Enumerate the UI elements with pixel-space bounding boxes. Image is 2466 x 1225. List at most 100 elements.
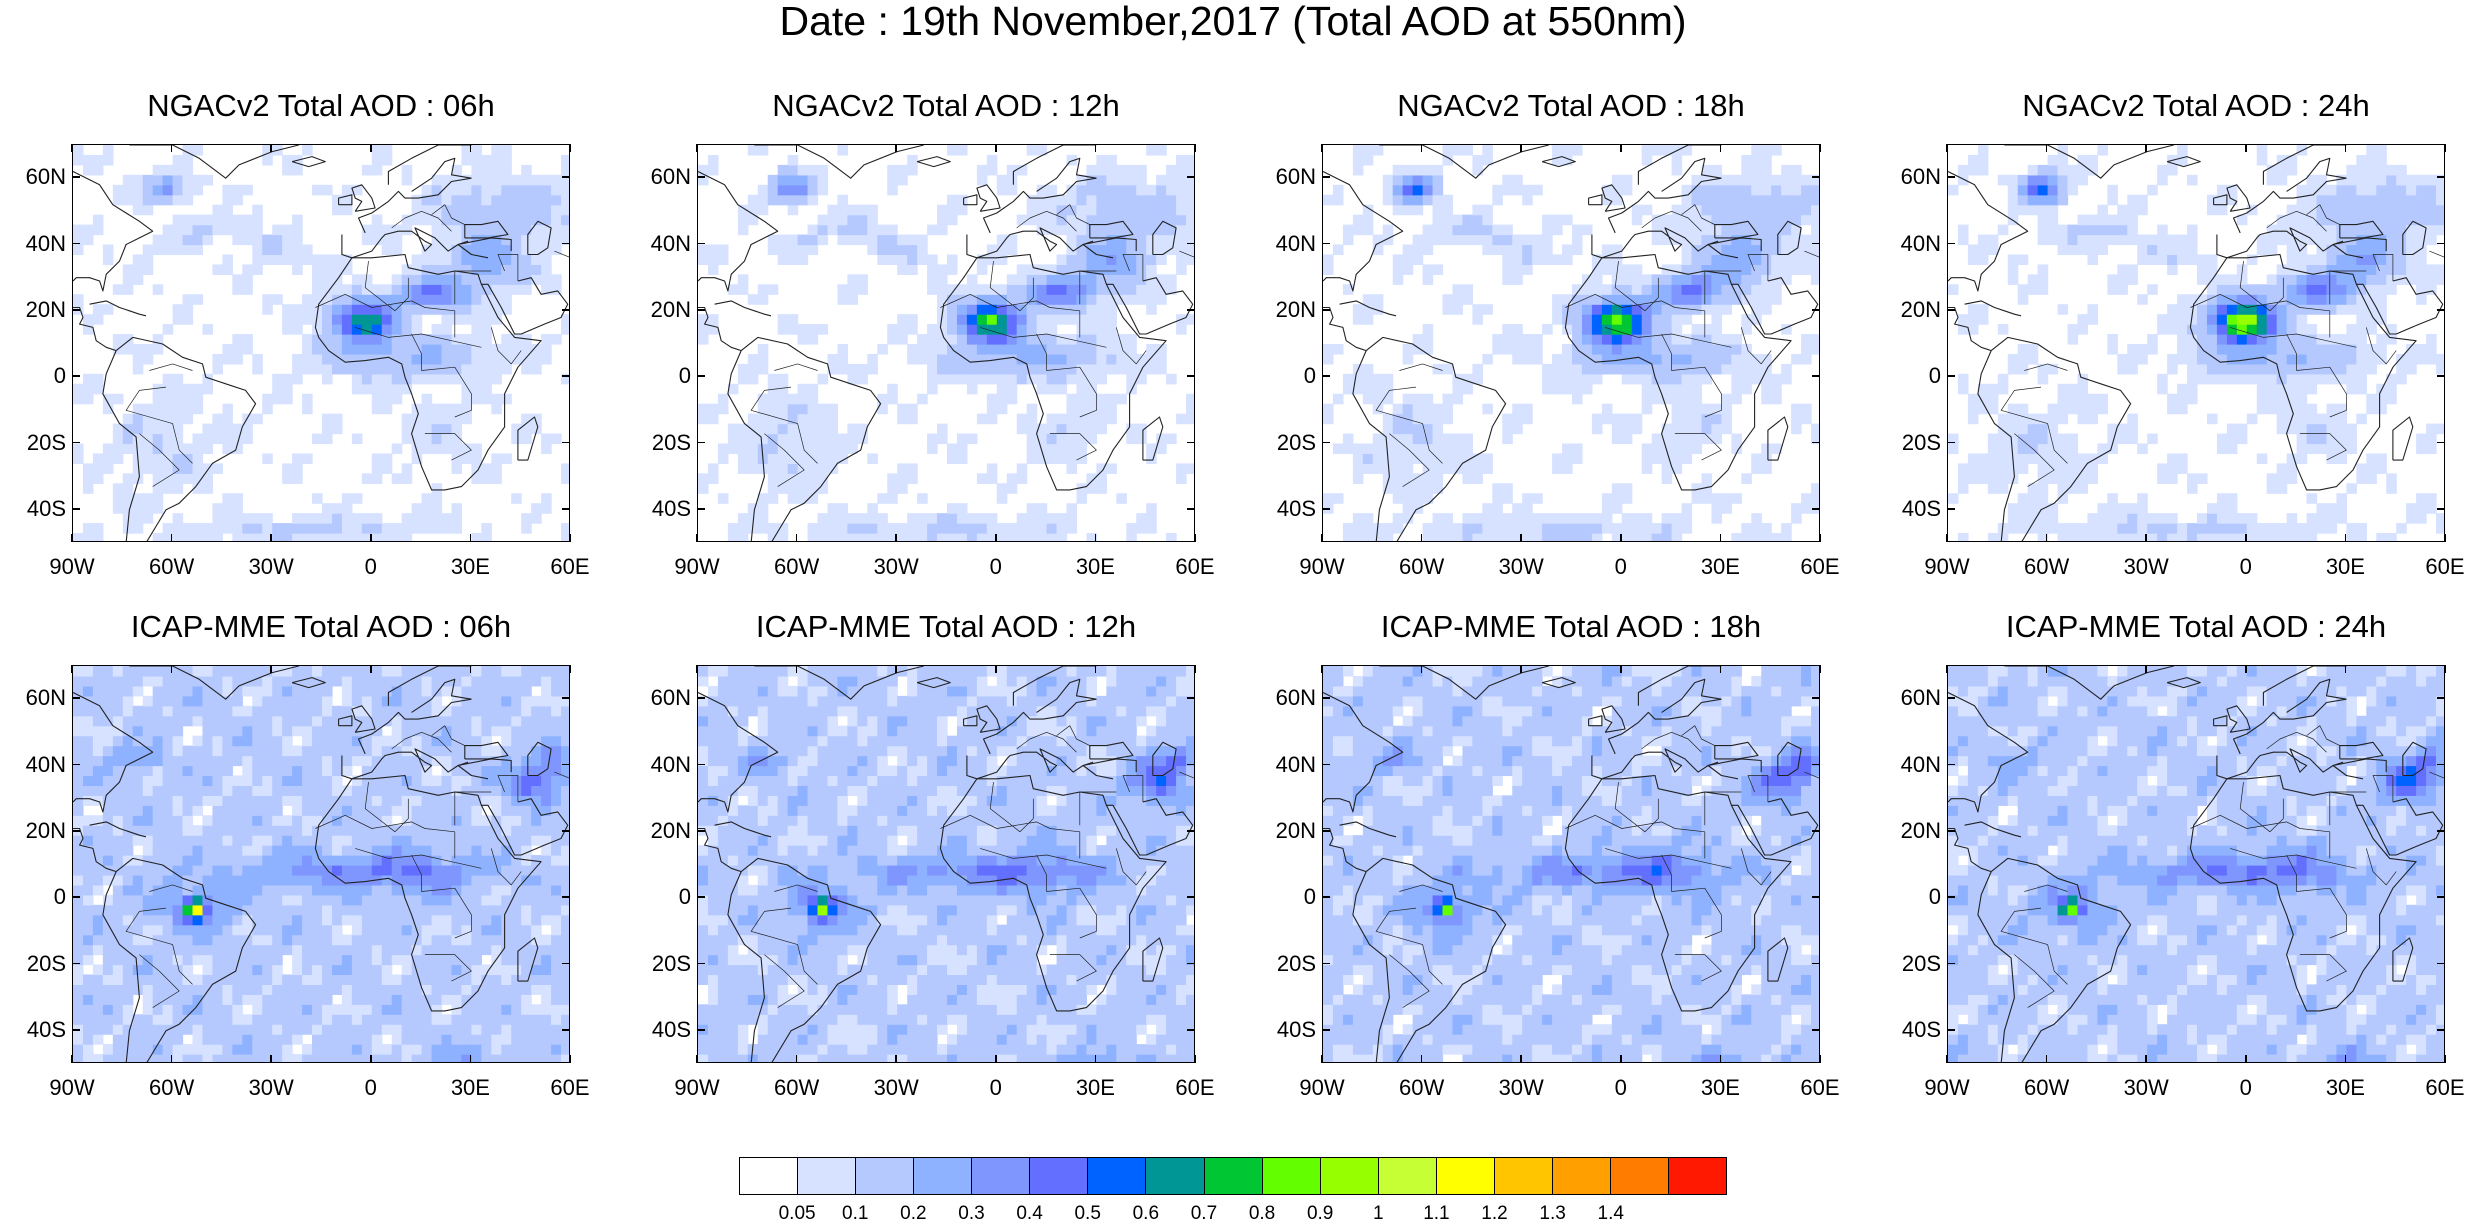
lat-tick bbox=[562, 697, 570, 699]
lon-tick bbox=[2145, 144, 2147, 152]
lon-tick bbox=[469, 665, 472, 673]
longitude-label: 90W bbox=[1924, 554, 1970, 579]
lat-tick bbox=[697, 508, 705, 510]
lon-tick bbox=[2045, 1055, 2048, 1063]
coastline bbox=[1990, 857, 2132, 1062]
lon-tick bbox=[1194, 665, 1196, 673]
longitude-label: 0 bbox=[989, 1075, 1002, 1100]
coastline bbox=[1012, 145, 1097, 185]
country-border bbox=[149, 363, 193, 371]
lat-tick bbox=[2437, 962, 2445, 965]
latitude-label: 20N bbox=[650, 296, 691, 322]
lon-tick bbox=[696, 665, 698, 673]
latitude-label: 40N bbox=[1275, 230, 1316, 256]
lat-tick bbox=[72, 242, 80, 245]
country-border bbox=[431, 725, 465, 746]
lon-tick bbox=[995, 665, 997, 673]
longitude-label: 0 bbox=[2239, 1075, 2252, 1100]
lat-tick bbox=[72, 309, 80, 311]
coastline bbox=[1777, 220, 1802, 256]
colorbar-label: 0.8 bbox=[1248, 1203, 1276, 1224]
coastline bbox=[341, 748, 469, 780]
lat-tick bbox=[1187, 763, 1195, 766]
longitude-label: 60W bbox=[148, 554, 195, 579]
country-border bbox=[1375, 386, 1443, 464]
lon-tick bbox=[696, 1055, 698, 1063]
latitude-label: 60N bbox=[1275, 164, 1316, 190]
colorbar-label: 0.5 bbox=[1074, 1203, 1101, 1224]
lat-tick bbox=[562, 375, 570, 377]
country-border bbox=[149, 884, 193, 892]
lon-tick bbox=[1620, 534, 1622, 542]
lon-tick bbox=[270, 144, 272, 152]
country-border bbox=[764, 954, 805, 1008]
longitude-label: 30W bbox=[248, 554, 294, 579]
coastline bbox=[481, 798, 569, 856]
panel-title: NGACv2 Total AOD : 12h bbox=[772, 88, 1120, 123]
map-panel-ngac-12h: NGACv2 Total AOD : 12h 60N 40N 20N 0 20S 40S 90… bbox=[651, 88, 1215, 579]
aod-field bbox=[73, 666, 569, 1062]
colorbar-swatch bbox=[1669, 1158, 1727, 1194]
latitude-label: 60N bbox=[650, 685, 691, 711]
lat-tick bbox=[2437, 508, 2445, 510]
lon-tick bbox=[2245, 534, 2247, 542]
latitude-label: 0 bbox=[1303, 363, 1316, 389]
lat-tick bbox=[562, 242, 570, 245]
country-border bbox=[355, 848, 482, 869]
lat-tick bbox=[1187, 309, 1195, 311]
country-border bbox=[750, 907, 818, 985]
coastline bbox=[698, 692, 779, 813]
country-border bbox=[2024, 884, 2068, 892]
panel-title: ICAP-MME Total AOD : 24h bbox=[2005, 609, 2387, 644]
lon-tick bbox=[170, 665, 173, 673]
longitude-label: 0 bbox=[364, 1075, 377, 1100]
aod-map bbox=[1323, 145, 1819, 541]
lon-tick bbox=[270, 534, 272, 542]
longitude-label: 60E bbox=[1800, 1075, 1840, 1100]
colorbar-label: 1.4 bbox=[1597, 1203, 1624, 1224]
lon-tick bbox=[370, 665, 372, 673]
country-border bbox=[2286, 854, 2347, 939]
colorbar-label: 1 bbox=[1372, 1203, 1384, 1224]
longitude-label: 30E bbox=[450, 554, 490, 579]
panel-title: NGACv2 Total AOD : 18h bbox=[1397, 88, 1745, 123]
coastline bbox=[517, 416, 539, 461]
lat-tick bbox=[1187, 508, 1195, 510]
longitude-label: 90W bbox=[1924, 1075, 1970, 1100]
coastline bbox=[1714, 220, 1759, 239]
latitude-label: 40S bbox=[651, 495, 691, 521]
coastline bbox=[464, 220, 509, 239]
coastline bbox=[338, 715, 353, 727]
coastline bbox=[916, 677, 951, 689]
lon-tick bbox=[895, 534, 897, 542]
coastline bbox=[1964, 821, 2022, 838]
coastline bbox=[1714, 741, 1759, 760]
lon-tick bbox=[71, 665, 73, 673]
coastline bbox=[740, 857, 882, 1062]
coastline bbox=[1352, 871, 1390, 1062]
lon-tick bbox=[995, 144, 997, 152]
lon-tick bbox=[2045, 534, 2048, 542]
lon-tick bbox=[1620, 1055, 1622, 1063]
lat-tick bbox=[1187, 441, 1195, 444]
coastline bbox=[351, 705, 376, 733]
latitude-label: 0 bbox=[1303, 884, 1316, 910]
panel-title: NGACv2 Total AOD : 06h bbox=[147, 88, 495, 123]
lat-tick bbox=[562, 830, 570, 832]
country-border bbox=[2239, 782, 2284, 833]
latitude-label: 20N bbox=[1900, 817, 1941, 843]
longitude-label: 0 bbox=[364, 554, 377, 579]
map-frame bbox=[697, 144, 1195, 542]
country-border bbox=[940, 293, 1081, 338]
map-frame bbox=[1322, 665, 1820, 1063]
lon-tick bbox=[1194, 534, 1196, 542]
lon-tick bbox=[1420, 144, 1423, 152]
country-border bbox=[2239, 261, 2284, 312]
coastline bbox=[1601, 184, 1626, 212]
coastline bbox=[1948, 692, 2029, 813]
country-border bbox=[1399, 363, 1443, 371]
country-border bbox=[2306, 725, 2340, 746]
lon-tick bbox=[696, 534, 698, 542]
coastline bbox=[527, 220, 552, 256]
longitude-label: 60E bbox=[550, 554, 590, 579]
